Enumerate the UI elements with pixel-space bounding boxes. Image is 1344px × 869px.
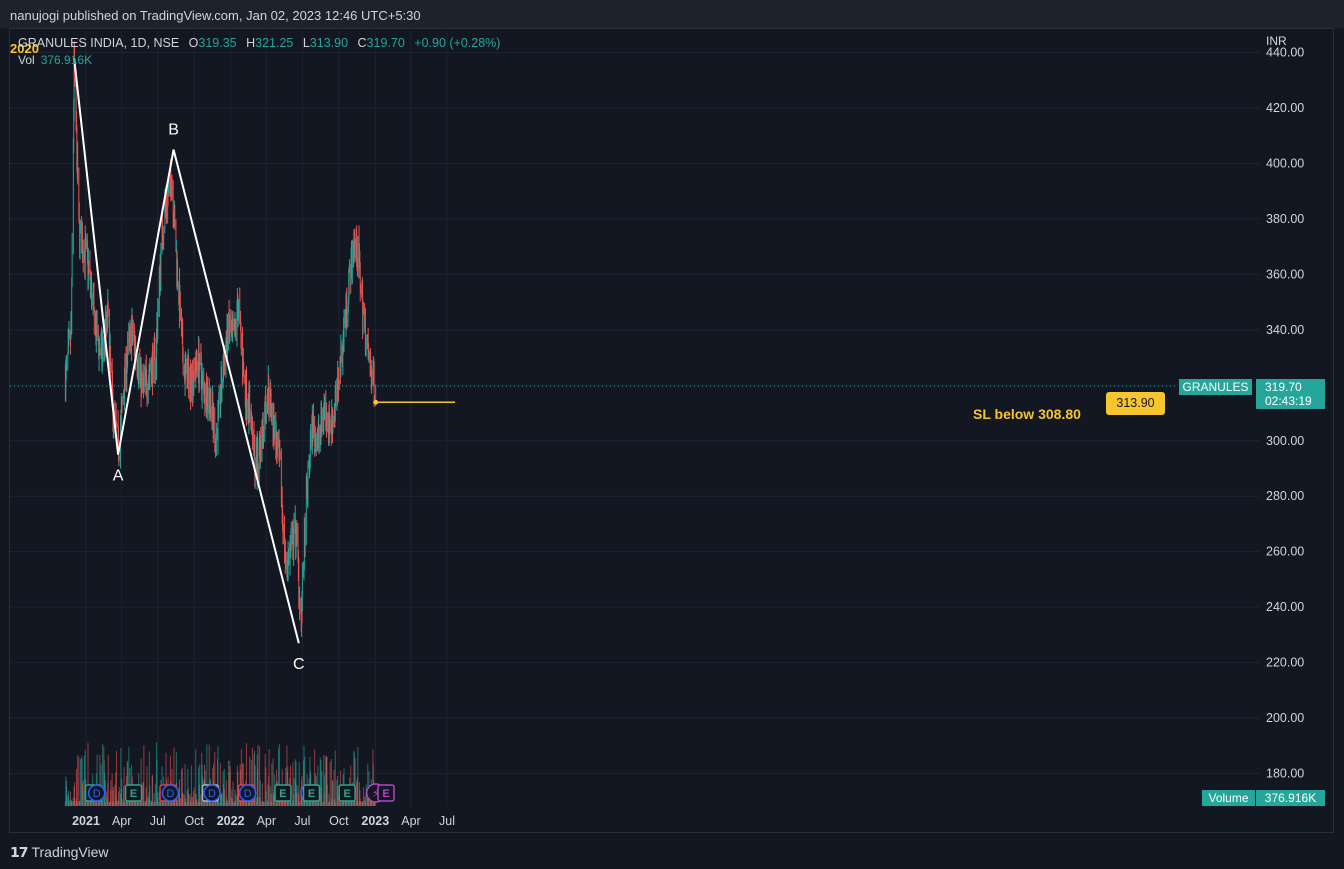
high-label: H bbox=[246, 36, 256, 50]
wave-label: C bbox=[293, 656, 305, 673]
symbol-legend[interactable]: GRANULES INDIA, 1D, NSE O319.35 H321.25 … bbox=[18, 36, 500, 50]
wave-label: A bbox=[113, 468, 124, 485]
y-tick-label: 200.00 bbox=[1266, 711, 1304, 725]
high-value: 321.25 bbox=[255, 36, 294, 50]
earnings-marker-label: E bbox=[279, 788, 286, 800]
volume-legend-label: Vol bbox=[18, 53, 35, 67]
low-label: L bbox=[302, 36, 310, 50]
dividend-marker-label: D bbox=[166, 788, 174, 800]
wave-line bbox=[73, 57, 300, 644]
earnings-marker bbox=[338, 784, 356, 802]
y-tick-label: 340.00 bbox=[1266, 323, 1304, 337]
dividend-marker-label: D bbox=[244, 788, 252, 800]
earnings-marker bbox=[124, 784, 143, 802]
x-tick-label: Apr bbox=[257, 814, 276, 828]
x-tick-label: Apr bbox=[401, 814, 420, 828]
y-tick-label: 400.00 bbox=[1266, 156, 1304, 170]
y-tick-label: 240.00 bbox=[1266, 600, 1304, 614]
volume-legend[interactable]: Vol 376.916K bbox=[18, 53, 92, 67]
y-tick-label: 360.00 bbox=[1266, 267, 1304, 281]
tradingview-logo-icon: 𝟭𝟳 bbox=[10, 844, 29, 860]
stop-loss-anchor bbox=[373, 399, 379, 405]
y-tick-label: 180.00 bbox=[1266, 767, 1304, 781]
dividend-marker bbox=[87, 784, 106, 802]
y-tick-label: 380.00 bbox=[1266, 212, 1304, 226]
x-tick-label: Jul bbox=[439, 814, 455, 828]
footer bbox=[0, 833, 1344, 869]
x-tick-label: Jul bbox=[294, 814, 310, 828]
volume-badge-value: 376.916K bbox=[1256, 790, 1325, 806]
low-value: 313.90 bbox=[309, 36, 349, 50]
x-tick-label: 2022 bbox=[217, 814, 245, 828]
wave-label: B bbox=[168, 122, 179, 139]
bar-countdown: 02:43:19 bbox=[1265, 394, 1312, 408]
abc-wave-drawing: A B C bbox=[73, 57, 456, 673]
alert-price-label[interactable]: 313.90 bbox=[1106, 392, 1165, 415]
y-tick-label: 220.00 bbox=[1266, 656, 1304, 670]
volume-legend-value: 376.916K bbox=[40, 53, 93, 67]
chart-grid bbox=[10, 30, 1260, 806]
dividend-marker-label: D bbox=[208, 788, 216, 800]
x-tick-label: 2023 bbox=[361, 814, 389, 828]
y-tick-label: 440.00 bbox=[1266, 46, 1304, 60]
x-tick-label: Oct bbox=[184, 814, 204, 828]
tradingview-logo[interactable]: 𝟭𝟳 TradingView bbox=[10, 844, 109, 861]
open-value: 319.35 bbox=[198, 36, 237, 50]
earnings-marker bbox=[377, 784, 395, 802]
earnings-marker-label: E bbox=[130, 788, 137, 800]
split-marker-label: ⚡ bbox=[372, 787, 380, 800]
earnings-marker bbox=[274, 784, 292, 802]
earnings-marker bbox=[302, 784, 321, 802]
publisher-line: nanujogi published on TradingView.com, J… bbox=[10, 8, 421, 23]
volume-badge-label: Volume bbox=[1202, 790, 1255, 806]
x-tick-label: 2021 bbox=[72, 814, 100, 828]
earnings-marker-label: E bbox=[382, 788, 389, 800]
dividend-marker-label: D bbox=[93, 788, 101, 800]
close-value: 319.70 bbox=[366, 36, 405, 50]
top-bar: nanujogi published on TradingView.com, J… bbox=[0, 0, 1344, 28]
x-tick-label: Oct bbox=[329, 814, 349, 828]
year-tag: 2020 bbox=[10, 41, 39, 56]
y-tick-label: 260.00 bbox=[1266, 545, 1304, 559]
dividend-marker bbox=[238, 784, 257, 802]
stop-loss-note[interactable]: SL below 308.80 bbox=[973, 406, 1081, 422]
dividend-marker bbox=[161, 784, 180, 802]
x-tick-label: Jul bbox=[150, 814, 166, 828]
tradingview-logo-text: TradingView bbox=[31, 844, 109, 860]
earnings-marker-label: E bbox=[343, 788, 350, 800]
y-tick-label: 420.00 bbox=[1266, 101, 1304, 115]
chart-frame bbox=[9, 28, 1334, 833]
earnings-marker-label: E bbox=[308, 788, 315, 800]
last-price-badge: 319.70 02:43:19 bbox=[1256, 379, 1325, 409]
symbol-price-badge: GRANULES bbox=[1179, 379, 1252, 395]
last-price-value: 319.70 bbox=[1265, 380, 1302, 394]
dividend-marker bbox=[203, 784, 221, 802]
axis-labels: 180.00 200.00 220.00 240.00 260.00 280.00 300.… bbox=[72, 46, 1304, 828]
change-value: +0.90 (+0.28%) bbox=[414, 36, 501, 50]
open-label: O bbox=[188, 36, 199, 50]
x-tick-label: Apr bbox=[112, 814, 131, 828]
symbol-title[interactable]: GRANULES INDIA, 1D, NSE bbox=[18, 36, 180, 50]
event-markers: EDEEDEDEDEDEE⚡E bbox=[84, 783, 395, 803]
volume-bars bbox=[64, 742, 377, 806]
currency-label[interactable]: INR bbox=[1266, 34, 1287, 48]
y-tick-label: 280.00 bbox=[1266, 489, 1304, 503]
close-label: C bbox=[357, 36, 367, 50]
y-tick-label: 300.00 bbox=[1266, 434, 1304, 448]
candles bbox=[64, 41, 377, 637]
